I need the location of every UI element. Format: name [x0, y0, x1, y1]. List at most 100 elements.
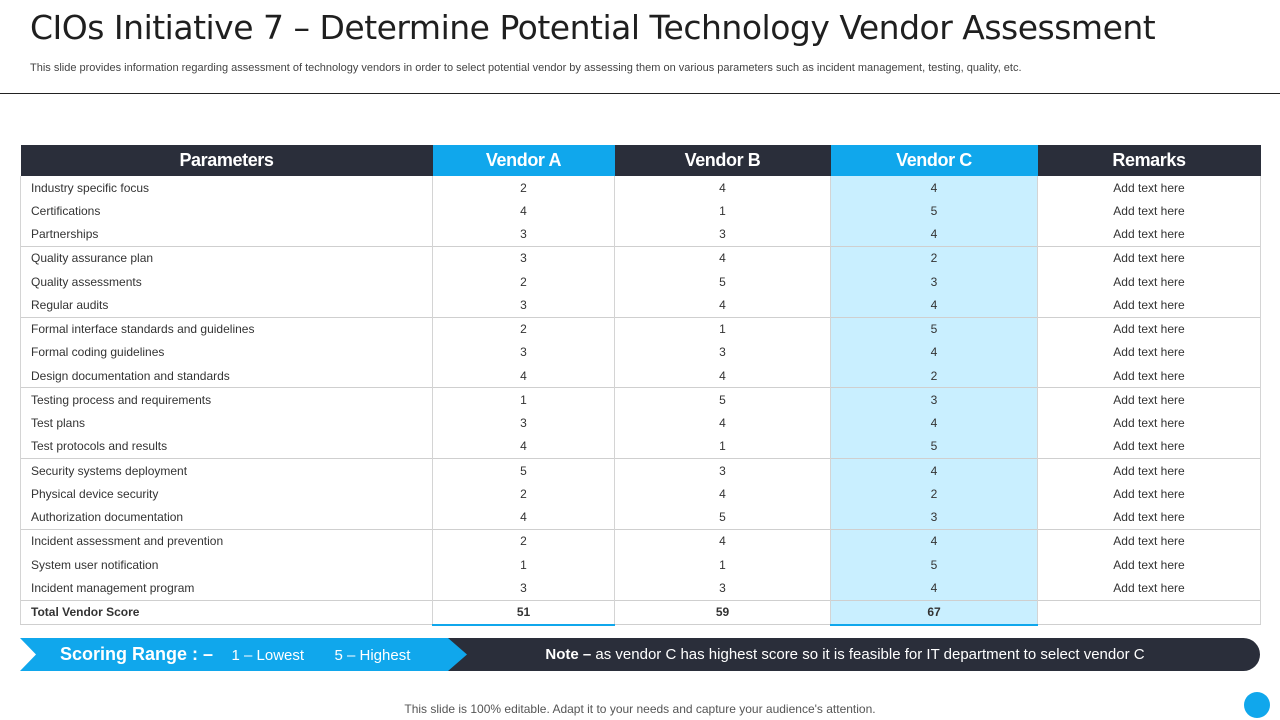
vendor-c-score: 4 — [830, 340, 1038, 364]
table-row: Incident management program 3 3 4 Add text h… — [20, 576, 1261, 600]
vendor-a-score: 2 — [432, 528, 615, 553]
remark-cell: Add text here — [1037, 528, 1261, 553]
remark-cell: Add text here — [1037, 270, 1261, 294]
remark-cell: Add text here — [1037, 176, 1261, 200]
table-header-row: Parameters Vendor A Vendor B Vendor C Re… — [20, 145, 1261, 176]
vendor-a-score: 3 — [432, 293, 615, 317]
vendor-a-score: 2 — [432, 270, 615, 294]
remark-cell: Add text here — [1037, 364, 1261, 388]
vendor-c-score: 2 — [830, 364, 1038, 388]
parameter-cell: Partnerships — [20, 222, 433, 247]
scoring-range-label: Scoring Range : – — [60, 644, 214, 664]
note-text: Note – as vendor C has highest score so … — [430, 638, 1260, 671]
vendor-c-score: 3 — [830, 387, 1038, 412]
table-row: Formal coding guidelines 3 3 4 Add text here — [20, 340, 1261, 364]
vendor-a-score: 3 — [432, 245, 615, 270]
table-row: Quality assessments 2 5 3 Add text here — [20, 270, 1261, 294]
vendor-b-score: 3 — [614, 340, 831, 364]
vendor-c-score: 4 — [830, 411, 1038, 435]
vendor-a-score: 4 — [432, 364, 615, 388]
parameter-cell: Industry specific focus — [20, 176, 433, 200]
vendor-a-score: 4 — [432, 199, 615, 223]
vendor-c-score: 4 — [830, 528, 1038, 553]
table-row: Test protocols and results 4 1 5 Add text he… — [20, 434, 1261, 459]
remark-cell: Add text here — [1037, 434, 1261, 459]
vendor-b-score: 1 — [614, 553, 831, 577]
vendor-b-score: 4 — [614, 176, 831, 200]
note-label: Note – — [545, 646, 592, 663]
header-parameters: Parameters — [20, 145, 433, 176]
table-row: Testing process and requirements 1 5 3 Add t… — [20, 387, 1261, 412]
vendor-a-score: 4 — [432, 505, 615, 530]
table-row: Quality assurance plan 3 4 2 Add text here — [20, 245, 1261, 270]
vendor-a-score: 2 — [432, 482, 615, 506]
vendor-b-score: 4 — [614, 293, 831, 317]
remark-cell: Add text here — [1037, 316, 1261, 341]
vendor-b-score: 3 — [614, 458, 831, 483]
table-row: Physical device security 2 4 2 Add text here — [20, 482, 1261, 506]
vendor-b-score: 4 — [614, 482, 831, 506]
parameter-cell: Certifications — [20, 199, 433, 223]
scoring-range: Scoring Range : – 1 – Lowest 5 – Highest — [60, 638, 410, 671]
vendor-b-score: 1 — [614, 316, 831, 341]
parameter-cell: Design documentation and standards — [20, 364, 433, 388]
footer-note: This slide is 100% editable. Adapt it to… — [404, 702, 876, 716]
note-banner — [430, 638, 1260, 671]
vendor-c-score: 4 — [830, 293, 1038, 317]
vendor-b-score: 3 — [614, 576, 831, 600]
vendor-c-score: 4 — [830, 458, 1038, 483]
slide-subtitle: This slide provides information regardin… — [30, 62, 1022, 74]
remark-cell: Add text here — [1037, 199, 1261, 223]
vendor-b-score: 4 — [614, 245, 831, 270]
table-row: Formal interface standards and guideline… — [20, 316, 1261, 341]
parameter-cell: Test protocols and results — [20, 434, 433, 459]
vendor-b-score: 5 — [614, 387, 831, 412]
vendor-c-score: 4 — [830, 176, 1038, 200]
parameter-cell: Quality assurance plan — [20, 245, 433, 270]
header-remarks: Remarks — [1037, 145, 1261, 176]
table-row: Certifications 4 1 5 Add text here — [20, 199, 1261, 223]
total-remark — [1037, 599, 1261, 626]
total-vendor-b: 59 — [614, 599, 831, 626]
vendor-a-score: 3 — [432, 340, 615, 364]
vendor-a-score: 2 — [432, 316, 615, 341]
vendor-c-score: 2 — [830, 245, 1038, 270]
table-row: Design documentation and standards 4 4 2 Add… — [20, 364, 1261, 388]
table-row: Incident assessment and prevention 2 4 4 Add… — [20, 528, 1261, 553]
parameter-cell: Test plans — [20, 411, 433, 435]
slide-title: CIOs Initiative 7 – Determine Potential … — [30, 8, 1156, 47]
vendor-b-score: 3 — [614, 222, 831, 247]
remark-cell: Add text here — [1037, 505, 1261, 530]
header-vendor-a: Vendor A — [432, 145, 615, 176]
remark-cell: Add text here — [1037, 245, 1261, 270]
vendor-assessment-table: Parameters Vendor A Vendor B Vendor C Re… — [20, 145, 1261, 626]
scoring-range-banner — [20, 638, 467, 671]
table-row: Regular audits 3 4 4 Add text here — [20, 293, 1261, 317]
vendor-a-score: 5 — [432, 458, 615, 483]
vendor-c-score: 5 — [830, 553, 1038, 577]
vendor-b-score: 1 — [614, 434, 831, 459]
header-vendor-c: Vendor C — [830, 145, 1038, 176]
parameter-cell: Physical device security — [20, 482, 433, 506]
scoring-lowest: 1 – Lowest — [231, 647, 305, 664]
note-body: as vendor C has highest score so it is f… — [591, 646, 1145, 663]
vendor-c-score: 4 — [830, 576, 1038, 600]
remark-cell: Add text here — [1037, 458, 1261, 483]
table-row: Test plans 3 4 4 Add text here — [20, 411, 1261, 435]
table-body: Industry specific focus 2 4 4 Add text here C… — [20, 176, 1261, 626]
parameter-cell: Authorization documentation — [20, 505, 433, 530]
header-divider — [0, 93, 1280, 94]
corner-dot-icon — [1244, 692, 1270, 718]
table-row: System user notification 1 1 5 Add text here — [20, 553, 1261, 577]
remark-cell: Add text here — [1037, 576, 1261, 600]
total-vendor-a: 51 — [432, 599, 615, 626]
vendor-a-score: 3 — [432, 576, 615, 600]
vendor-c-score: 3 — [830, 270, 1038, 294]
vendor-b-score: 5 — [614, 505, 831, 530]
parameter-cell: Security systems deployment — [20, 458, 433, 483]
remark-cell: Add text here — [1037, 387, 1261, 412]
vendor-a-score: 3 — [432, 222, 615, 247]
parameter-cell: Regular audits — [20, 293, 433, 317]
remark-cell: Add text here — [1037, 340, 1261, 364]
header-vendor-b: Vendor B — [614, 145, 831, 176]
